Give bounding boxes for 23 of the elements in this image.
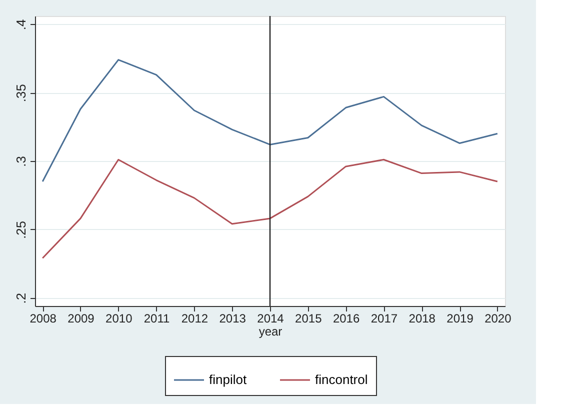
x-tick-label: 2013	[219, 312, 246, 326]
x-tick-label: 2012	[181, 312, 208, 326]
x-tick-label: 2009	[68, 312, 95, 326]
x-tick-label: 2015	[295, 312, 322, 326]
x-tick-label: 2011	[144, 312, 170, 326]
line-series	[42, 158, 498, 259]
x-tick-label: 2008	[30, 312, 57, 326]
x-tick-label: 2017	[370, 312, 398, 326]
legend-label: fincontrol	[315, 372, 368, 387]
y-tick-label: .4	[14, 19, 28, 30]
x-axis-title: year	[258, 324, 282, 338]
x-tick-label: 2014	[257, 312, 284, 326]
x-tick-label: 2018	[408, 312, 436, 326]
line-series	[42, 59, 498, 182]
x-tick-label: 2020	[484, 312, 512, 326]
y-tick-label: .3	[14, 156, 28, 167]
x-tick-label: 2019	[446, 312, 474, 326]
x-tick-label: 2016	[332, 312, 360, 326]
legend-label: finpilot	[209, 372, 247, 387]
y-tick-label: .2	[14, 292, 28, 304]
x-tick-label: 2010	[106, 312, 133, 326]
y-tick-label: .35	[14, 84, 28, 102]
y-tick-label: .25	[14, 220, 28, 239]
